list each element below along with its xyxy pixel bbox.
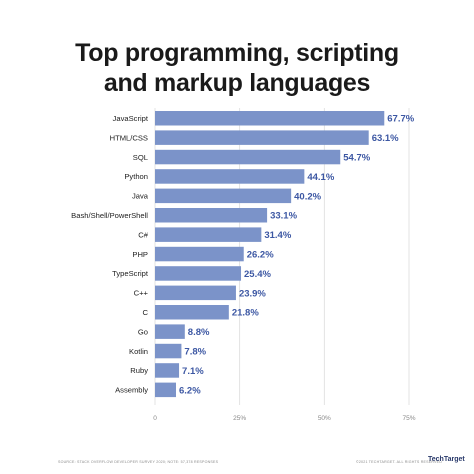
value-label: 6.2%: [179, 385, 201, 396]
value-label: 21.8%: [232, 308, 259, 319]
bar: [155, 169, 305, 184]
value-label: 7.8%: [184, 346, 206, 357]
value-label: 54.7%: [343, 152, 370, 163]
bar: [155, 343, 182, 359]
category-label: JavaScript: [113, 114, 149, 123]
category-label: Go: [138, 327, 148, 336]
category-label: PHP: [132, 250, 148, 259]
bar: [155, 285, 236, 301]
value-label: 23.9%: [239, 288, 266, 299]
category-label: C: [143, 308, 149, 317]
chart-title-line-2: and markup languages: [103, 69, 371, 97]
category-label: C++: [134, 289, 149, 298]
value-label: 8.8%: [188, 327, 210, 338]
value-label: 40.2%: [294, 191, 321, 202]
category-label: C#: [138, 230, 148, 239]
category-label: Assembly: [115, 386, 148, 395]
value-label: 67.7%: [387, 114, 414, 125]
value-label: 31.4%: [264, 230, 291, 241]
x-tick-label: 0: [153, 415, 157, 422]
x-tick-label: 50%: [318, 415, 331, 422]
bar: [155, 324, 185, 339]
bar: [155, 130, 369, 145]
category-label: HTML/CSS: [110, 133, 148, 142]
chart-title: Top programming, scripting and markup la…: [0, 38, 474, 98]
bar: [155, 363, 180, 378]
bar: [155, 111, 385, 126]
x-tick-label: 75%: [402, 415, 415, 422]
value-label: 33.1%: [270, 211, 297, 222]
category-label: TypeScript: [112, 269, 149, 278]
category-label: Python: [124, 172, 148, 181]
bar: [155, 227, 262, 242]
bar: [155, 208, 268, 223]
bar: [155, 305, 229, 320]
value-label: 44.1%: [307, 172, 334, 183]
chart-title-line-1: Top programming, scripting: [75, 39, 399, 67]
techtarget-logo: TechTarget: [428, 456, 465, 463]
source-note: SOURCE: STACK OVERFLOW DEVELOPER SURVEY …: [58, 460, 219, 464]
category-label: Kotlin: [129, 347, 148, 356]
category-label: Bash/Shell/PowerShell: [71, 211, 148, 220]
bar: [155, 246, 244, 262]
value-label: 25.4%: [244, 269, 271, 280]
value-label: 7.1%: [182, 366, 204, 377]
category-label: SQL: [133, 153, 148, 162]
bar: [155, 382, 176, 398]
bar: [155, 188, 292, 204]
category-label: Ruby: [130, 366, 148, 375]
value-label: 63.1%: [372, 133, 399, 144]
x-tick-label: 25%: [233, 415, 246, 422]
copyright-note: ©2021 TECHTARGET. ALL RIGHTS RESERVED: [356, 460, 443, 464]
category-label: Java: [132, 192, 149, 201]
bar: [155, 266, 242, 281]
bar: [155, 149, 341, 165]
value-label: 26.2%: [247, 249, 274, 260]
